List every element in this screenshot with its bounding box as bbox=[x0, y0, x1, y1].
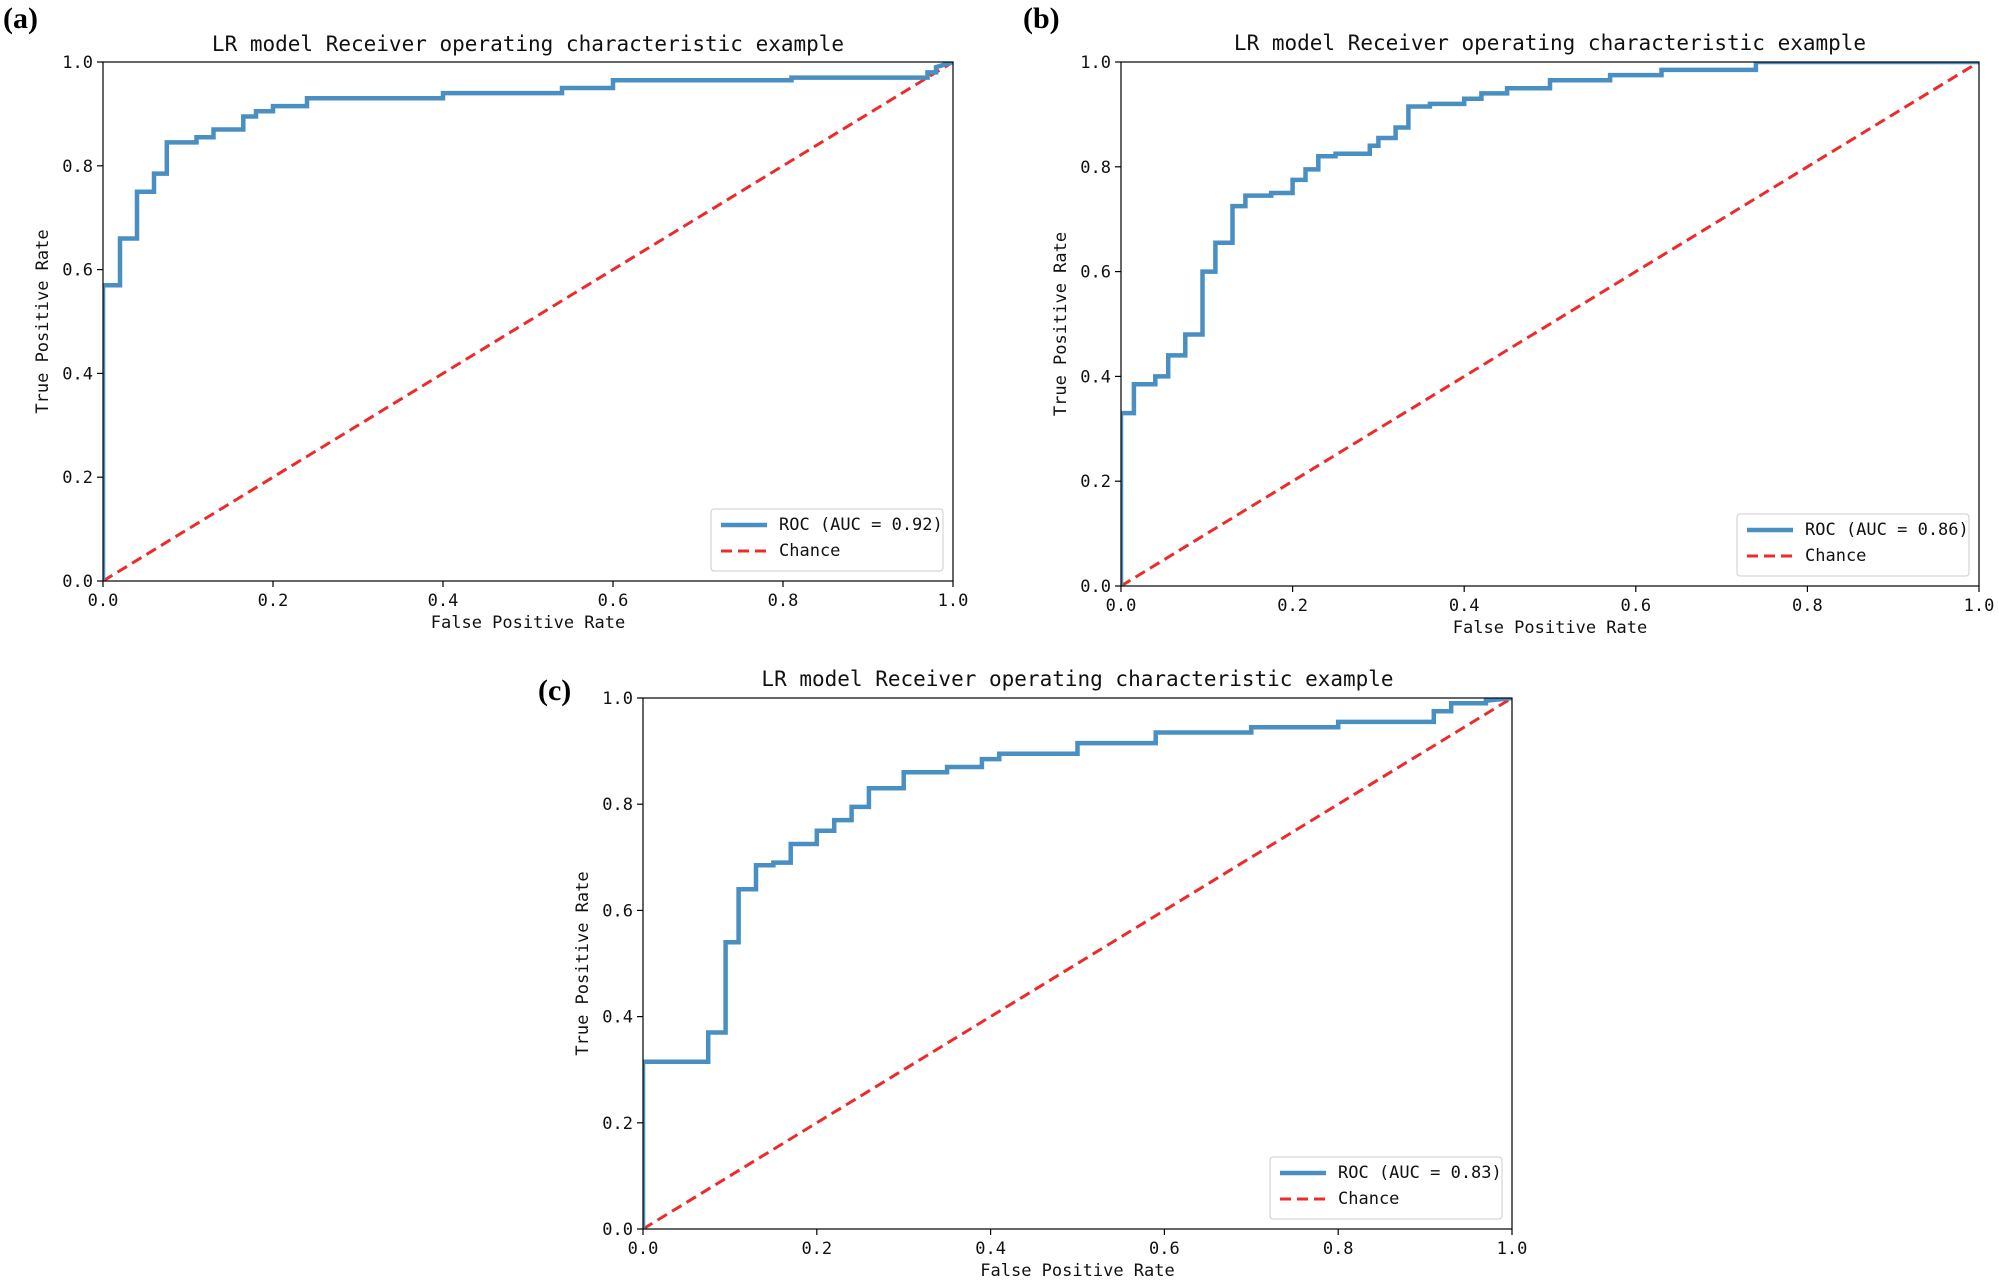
y-tick-label: 0.4 bbox=[602, 1008, 633, 1028]
chance-line bbox=[1121, 62, 1979, 586]
legend-chance-label: Chance bbox=[1338, 1189, 1399, 1209]
legend-roc-label: ROC (AUC = 0.92) bbox=[779, 515, 943, 535]
x-tick-label: 0.6 bbox=[598, 591, 629, 611]
chart-panel-a: (a) LR model Receiver operating character… bbox=[3, 2, 968, 633]
x-tick-label: 0.6 bbox=[1620, 596, 1651, 616]
x-tick-label: 0.2 bbox=[258, 591, 289, 611]
y-tick-label: 0.8 bbox=[1080, 158, 1111, 178]
panel-label: (a) bbox=[3, 2, 38, 35]
chance-line bbox=[643, 698, 1512, 1229]
legend-box bbox=[1269, 1156, 1503, 1220]
y-tick-label: 0.6 bbox=[1080, 263, 1111, 283]
y-tick-label: 0.8 bbox=[62, 157, 93, 177]
legend-roc-label: ROC (AUC = 0.83) bbox=[1338, 1163, 1502, 1183]
x-tick-label: 0.8 bbox=[1792, 596, 1823, 616]
y-tick-label: 0.8 bbox=[602, 795, 633, 815]
roc-curve bbox=[643, 698, 1512, 1229]
x-tick-label: 1.0 bbox=[1497, 1239, 1528, 1259]
x-tick-label: 1.0 bbox=[938, 591, 969, 611]
legend: ROC (AUC = 0.92) Chance bbox=[710, 508, 944, 572]
y-tick-label: 0.6 bbox=[602, 901, 633, 921]
y-tick-label: 0.2 bbox=[62, 468, 93, 488]
legend-chance-label: Chance bbox=[779, 541, 840, 561]
legend-box bbox=[710, 508, 944, 572]
y-tick-label: 1.0 bbox=[602, 689, 633, 709]
chart-panel-b: (b) LR model Receiver operating character… bbox=[1023, 2, 1994, 638]
x-tick-label: 1.0 bbox=[1964, 596, 1995, 616]
legend-chance-label: Chance bbox=[1805, 546, 1866, 566]
legend: ROC (AUC = 0.86) Chance bbox=[1736, 513, 1970, 577]
chart-title: LR model Receiver operating characterist… bbox=[761, 667, 1393, 691]
y-axis-label: True Positive Rate bbox=[573, 871, 593, 1055]
y-tick-label: 0.0 bbox=[62, 572, 93, 592]
x-tick-label: 0.0 bbox=[628, 1239, 659, 1259]
panel-label: (c) bbox=[538, 674, 571, 707]
x-tick-label: 0.4 bbox=[975, 1239, 1006, 1259]
x-axis-label: False Positive Rate bbox=[980, 1261, 1174, 1281]
x-tick-label: 0.8 bbox=[768, 591, 799, 611]
y-tick-label: 1.0 bbox=[62, 53, 93, 73]
y-tick-label: 0.2 bbox=[602, 1114, 633, 1134]
y-tick-label: 0.0 bbox=[1080, 577, 1111, 597]
roc-curve bbox=[1121, 62, 1979, 586]
chance-line bbox=[103, 62, 953, 581]
y-tick-label: 0.4 bbox=[62, 364, 93, 384]
x-tick-label: 0.6 bbox=[1149, 1239, 1180, 1259]
plot-frame bbox=[102, 61, 954, 582]
x-axis-label: False Positive Rate bbox=[431, 613, 625, 633]
y-tick-label: 0.2 bbox=[1080, 472, 1111, 492]
x-tick-label: 0.4 bbox=[1449, 596, 1480, 616]
plot-frame bbox=[1120, 61, 1980, 587]
legend-box bbox=[1736, 513, 1970, 577]
x-tick-label: 0.0 bbox=[1106, 596, 1137, 616]
x-tick-label: 0.0 bbox=[88, 591, 119, 611]
legend-roc-label: ROC (AUC = 0.86) bbox=[1805, 520, 1969, 540]
roc-curve bbox=[103, 62, 953, 581]
x-tick-label: 0.2 bbox=[801, 1239, 832, 1259]
x-tick-label: 0.8 bbox=[1323, 1239, 1354, 1259]
y-axis-label: True Positive Rate bbox=[1051, 232, 1071, 416]
chart-panel-c: (c) LR model Receiver operating character… bbox=[538, 667, 1527, 1281]
panel-label: (b) bbox=[1023, 2, 1060, 35]
y-tick-label: 0.0 bbox=[602, 1220, 633, 1240]
x-axis-label: False Positive Rate bbox=[1453, 618, 1647, 638]
y-tick-label: 0.6 bbox=[62, 261, 93, 281]
y-axis-label: True Positive Rate bbox=[33, 229, 53, 413]
y-tick-label: 0.4 bbox=[1080, 367, 1111, 387]
legend: ROC (AUC = 0.83) Chance bbox=[1269, 1156, 1503, 1220]
x-tick-label: 0.4 bbox=[428, 591, 459, 611]
y-tick-label: 1.0 bbox=[1080, 53, 1111, 73]
chart-title: LR model Receiver operating characterist… bbox=[212, 32, 844, 56]
chart-title: LR model Receiver operating characterist… bbox=[1234, 31, 1866, 55]
plot-frame bbox=[642, 697, 1513, 1230]
x-tick-label: 0.2 bbox=[1277, 596, 1308, 616]
